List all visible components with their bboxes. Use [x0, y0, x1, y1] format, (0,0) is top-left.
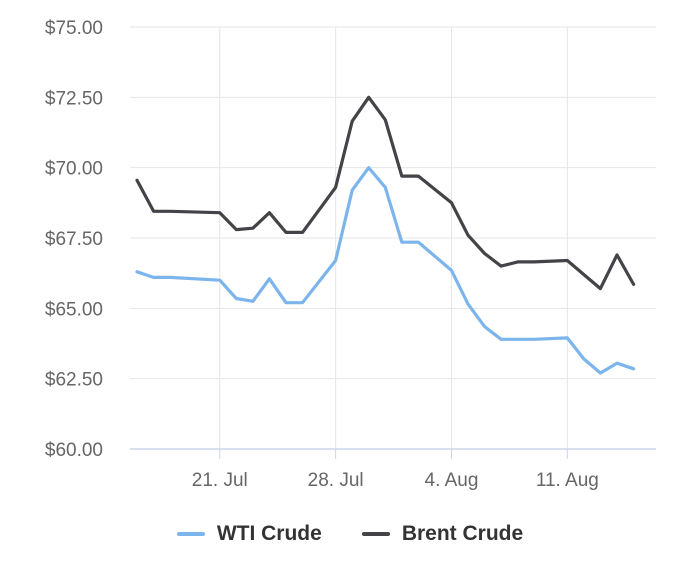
y-tick-label: $60.00 [45, 440, 103, 461]
legend: WTI Crude Brent Crude [0, 522, 700, 546]
legend-item-brent[interactable]: Brent Crude [361, 522, 524, 546]
legend-label-wti: WTI Crude [216, 522, 322, 545]
legend-label-brent: Brent Crude [401, 522, 524, 545]
x-tick-label: 28. Jul [308, 470, 364, 491]
y-tick-label: $62.50 [45, 370, 103, 391]
y-tick-label: $67.50 [45, 229, 103, 250]
series-lines [135, 95, 636, 375]
x-tick-label: 21. Jul [192, 470, 248, 491]
x-tick-label: 4. Aug [425, 470, 479, 491]
y-axis: $60.00 $62.50 $65.00 $67.50 $70.00 $72.50 $75.… [45, 18, 103, 461]
y-tick-label: $65.00 [45, 299, 103, 320]
series-line-brent[interactable] [135, 95, 636, 291]
grid [130, 26, 656, 449]
y-tick-label: $75.00 [45, 18, 103, 39]
legend-swatch-brent [361, 532, 390, 536]
x-tick-label: 11. Aug [536, 470, 599, 491]
legend-item-wti[interactable]: WTI Crude [176, 522, 322, 546]
y-tick-label: $70.00 [45, 159, 103, 180]
legend-swatch-wti [176, 532, 205, 536]
series-line-wti[interactable] [135, 166, 636, 375]
x-axis: 21. Jul 28. Jul 4. Aug 11. Aug [130, 448, 656, 491]
y-tick-label: $72.50 [45, 88, 103, 109]
